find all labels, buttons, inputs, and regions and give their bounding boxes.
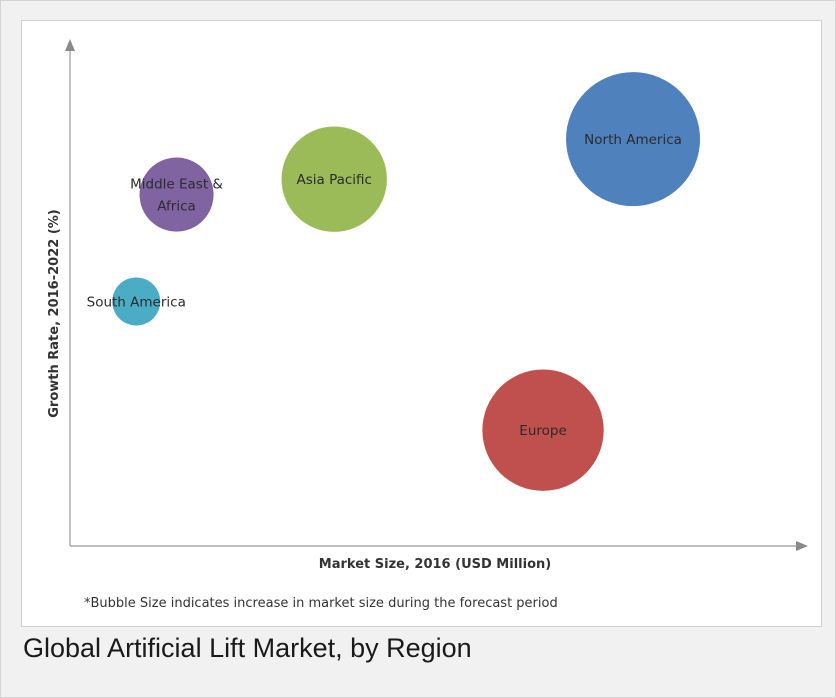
bubble-label-south-america: South America xyxy=(87,294,186,310)
x-axis-title: Market Size, 2016 (USD Million) xyxy=(319,557,551,572)
bubble-label-north-america: North America xyxy=(584,132,682,148)
bubble-north-america xyxy=(566,72,701,207)
chart-panel: North America Asia Pacific Middle East & Af… xyxy=(21,20,822,627)
bubble-label-middle-east-africa-line2: Africa xyxy=(157,199,196,215)
bubble-asia-pacific xyxy=(281,126,387,232)
chart-footnote: *Bubble Size indicates increase in marke… xyxy=(84,596,558,611)
x-axis-arrow xyxy=(796,541,808,551)
bubble-series: North America Asia Pacific Middle East & Af… xyxy=(87,72,701,491)
bubble-label-middle-east-africa-line1: Middle East & xyxy=(130,177,223,193)
y-axis-title: Growth Rate, 2016-2022 (%) xyxy=(47,209,62,418)
chart-axes xyxy=(65,39,808,551)
figure-caption: Global Artificial Lift Market, by Region xyxy=(23,633,472,663)
bubble-middle-east-africa xyxy=(139,157,214,232)
bubble-label-asia-pacific: Asia Pacific xyxy=(296,172,372,188)
y-axis-arrow xyxy=(65,39,75,51)
bubble-europe xyxy=(482,369,604,491)
bubble-label-europe: Europe xyxy=(519,423,566,439)
bubble-chart: North America Asia Pacific Middle East & Af… xyxy=(47,39,808,611)
bubble-south-america xyxy=(112,277,161,326)
